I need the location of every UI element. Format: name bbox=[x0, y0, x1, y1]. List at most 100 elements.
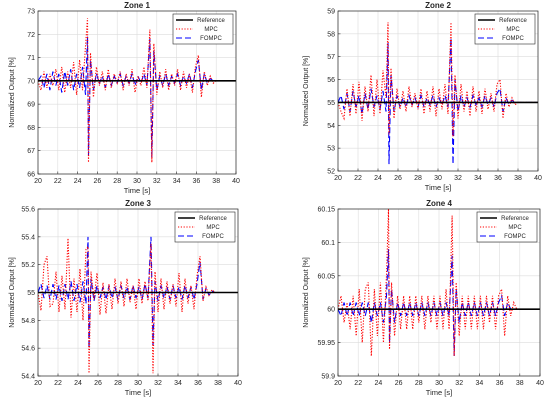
x-tick-label: 38 bbox=[212, 178, 220, 185]
y-tick-label: 57 bbox=[327, 54, 335, 61]
y-axis-label: Normalized Output [%] bbox=[9, 57, 16, 127]
x-tick-label: 24 bbox=[74, 380, 82, 387]
y-tick-label: 56 bbox=[327, 77, 335, 84]
x-axis-label: Time [s] bbox=[425, 183, 451, 192]
y-tick-label: 69 bbox=[27, 102, 35, 109]
x-tick-label: 36 bbox=[496, 380, 504, 387]
legend: Reference MPC FOMPC bbox=[476, 211, 538, 243]
chart-title: Zone 1 bbox=[124, 1, 150, 10]
x-axis-label: Time [s] bbox=[426, 388, 452, 397]
x-tick-label: 36 bbox=[494, 175, 502, 182]
x-tick-label: 32 bbox=[154, 380, 162, 387]
axes-frame bbox=[337, 208, 541, 377]
legend-label-fompc: FOMPC bbox=[202, 234, 224, 240]
x-tick-label: 22 bbox=[354, 380, 362, 387]
chart-title: Zone 3 bbox=[125, 199, 151, 208]
axes-frame bbox=[37, 10, 237, 175]
y-tick-label: 68 bbox=[27, 125, 35, 132]
x-tick-label: 24 bbox=[74, 178, 82, 185]
legend-label-mpc: MPC bbox=[204, 27, 218, 33]
chart-zone-2: 20 22 24 26 28 30 32 34 36 38 40 52 53 54 55 56 57 58 59 Zo… bbox=[303, 1, 542, 192]
y-tick-label: 53 bbox=[327, 146, 335, 153]
x-tick-label: 30 bbox=[435, 380, 443, 387]
x-tick-label: 34 bbox=[174, 380, 182, 387]
y-tick-label: 55.4 bbox=[21, 234, 35, 241]
x-tick-label: 28 bbox=[414, 175, 422, 182]
y-tick-label: 67 bbox=[27, 148, 35, 155]
x-tick-label: 32 bbox=[455, 380, 463, 387]
x-tick-label: 38 bbox=[516, 380, 524, 387]
x-tick-label: 34 bbox=[474, 175, 482, 182]
x-tick-label: 20 bbox=[334, 175, 342, 182]
y-tick-label: 59.9 bbox=[321, 374, 335, 381]
x-tick-label: 22 bbox=[54, 380, 62, 387]
y-tick-label: 60 bbox=[327, 307, 335, 314]
x-tick-label: 38 bbox=[214, 380, 222, 387]
y-tick-label: 71 bbox=[27, 55, 35, 62]
y-tick-label: 55.6 bbox=[21, 207, 35, 214]
y-tick-label: 58 bbox=[327, 31, 335, 38]
x-tick-label: 36 bbox=[193, 178, 201, 185]
x-tick-label: 22 bbox=[354, 175, 362, 182]
y-tick-label: 54.8 bbox=[21, 318, 35, 325]
x-tick-label: 32 bbox=[153, 178, 161, 185]
y-axis-label: Normalized Output [%] bbox=[9, 257, 16, 327]
y-tick-label: 72 bbox=[27, 32, 35, 39]
y-tick-label: 70 bbox=[27, 78, 35, 85]
x-tick-label: 38 bbox=[514, 175, 522, 182]
legend-box bbox=[474, 13, 536, 45]
y-tick-label: 54.6 bbox=[21, 346, 35, 353]
x-tick-label: 26 bbox=[394, 175, 402, 182]
chart-zone-4: 20 22 24 26 28 30 32 34 36 38 40 59.9 59.95 60 60.05 60… bbox=[303, 199, 544, 397]
legend-box bbox=[172, 13, 234, 45]
axes-frame bbox=[337, 10, 539, 172]
legend-label-mpc: MPC bbox=[508, 225, 522, 231]
y-axis-label: Normalized Output [%] bbox=[303, 56, 310, 126]
legend-label-reference: Reference bbox=[499, 18, 527, 24]
x-tick-label: 20 bbox=[334, 380, 342, 387]
legend-label-reference: Reference bbox=[199, 216, 227, 222]
x-tick-label: 26 bbox=[395, 380, 403, 387]
legend-label-reference: Reference bbox=[501, 216, 529, 222]
y-tick-label: 59.95 bbox=[317, 340, 335, 347]
x-tick-label: 20 bbox=[34, 380, 42, 387]
x-tick-label: 28 bbox=[113, 178, 121, 185]
legend-box bbox=[174, 211, 236, 243]
legend-label-reference: Reference bbox=[197, 18, 225, 24]
x-tick-label: 26 bbox=[94, 380, 102, 387]
x-tick-label: 40 bbox=[234, 380, 242, 387]
x-tick-label: 20 bbox=[34, 178, 42, 185]
y-tick-label: 66 bbox=[27, 172, 35, 179]
x-axis-label: Time [s] bbox=[125, 388, 151, 397]
y-tick-label: 60.05 bbox=[317, 273, 335, 280]
x-tick-label: 22 bbox=[54, 178, 62, 185]
x-tick-label: 28 bbox=[114, 380, 122, 387]
x-tick-label: 26 bbox=[94, 178, 102, 185]
series-line-mpc bbox=[338, 22, 538, 137]
y-tick-label: 55 bbox=[327, 100, 335, 107]
legend-box bbox=[476, 211, 538, 243]
legend-label-fompc: FOMPC bbox=[502, 36, 524, 42]
legend-label-fompc: FOMPC bbox=[504, 234, 526, 240]
series-line-mpc bbox=[38, 17, 236, 163]
series-line-mpc bbox=[38, 238, 238, 374]
chart-zone-1: 20 22 24 26 28 30 32 34 36 38 40 66 67 68 69 70 71 72 73 Zo… bbox=[9, 1, 240, 195]
chart-zone-3: 20 22 24 26 28 30 32 34 36 38 40 54.4 54.6 54.8 55 55.2… bbox=[9, 199, 242, 397]
y-tick-label: 60.1 bbox=[321, 240, 335, 247]
y-tick-label: 59 bbox=[327, 9, 335, 16]
y-tick-label: 73 bbox=[27, 9, 35, 16]
x-tick-label: 34 bbox=[476, 380, 484, 387]
x-tick-label: 30 bbox=[134, 380, 142, 387]
series-line-mpc bbox=[338, 209, 540, 356]
x-tick-label: 36 bbox=[194, 380, 202, 387]
legend: Reference MPC FOMPC bbox=[174, 211, 236, 243]
chart-title: Zone 2 bbox=[425, 1, 451, 10]
x-axis-label: Time [s] bbox=[124, 186, 150, 195]
legend-label-mpc: MPC bbox=[206, 225, 220, 231]
chart-title: Zone 4 bbox=[426, 199, 452, 208]
legend: Reference MPC FOMPC bbox=[172, 13, 234, 45]
axes-frame bbox=[37, 208, 239, 377]
x-tick-label: 28 bbox=[415, 380, 423, 387]
x-tick-label: 24 bbox=[375, 380, 383, 387]
legend: Reference MPC FOMPC bbox=[474, 13, 536, 45]
